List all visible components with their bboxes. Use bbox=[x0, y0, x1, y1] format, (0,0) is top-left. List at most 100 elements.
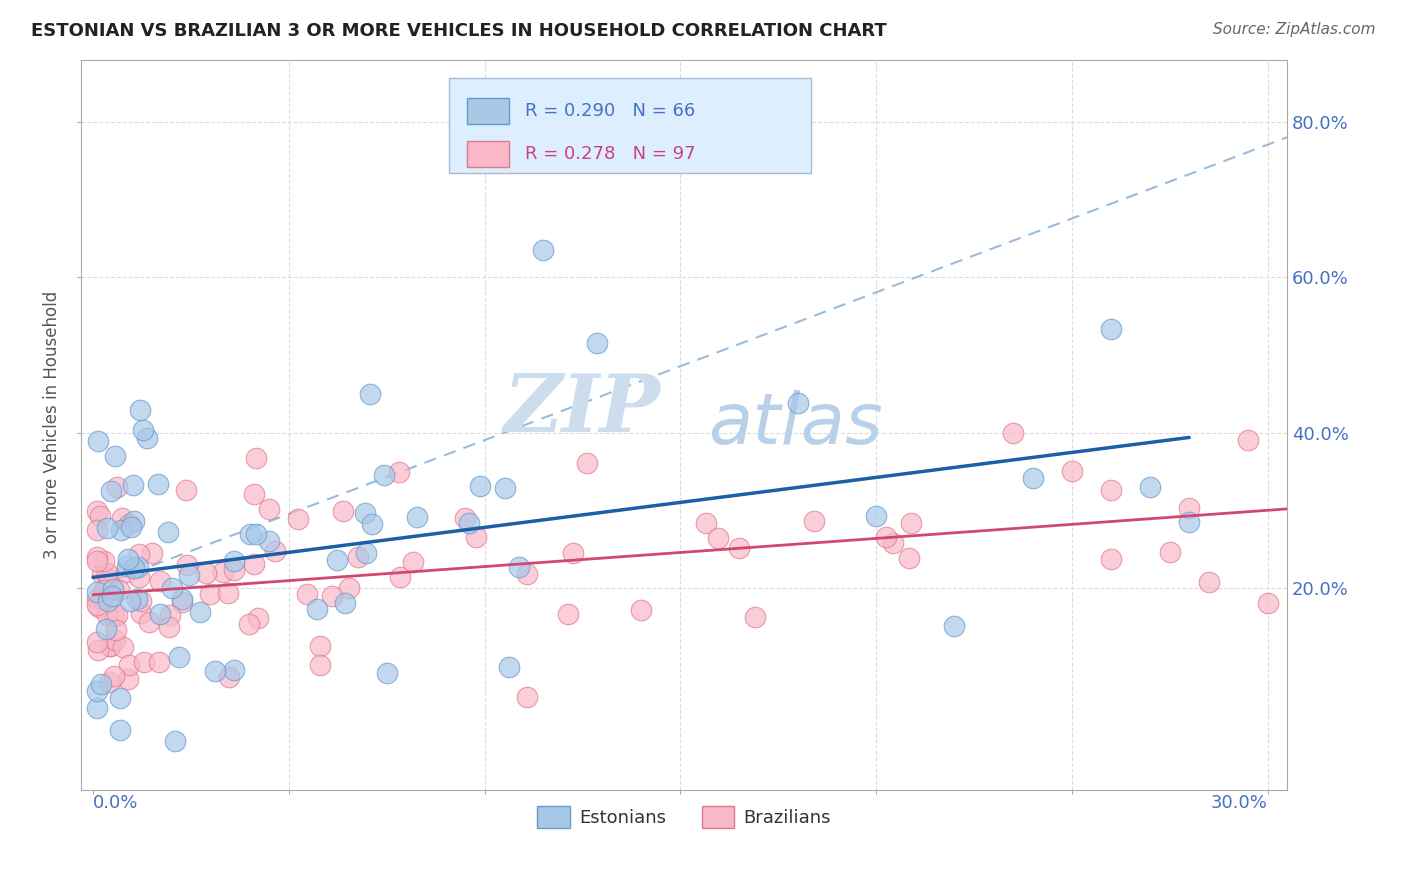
Point bbox=[494, 482, 516, 496]
Point bbox=[786, 396, 808, 410]
Point bbox=[744, 610, 766, 624]
Point bbox=[157, 619, 180, 633]
Point bbox=[224, 663, 246, 677]
Point bbox=[263, 543, 285, 558]
Point bbox=[131, 607, 153, 621]
Point bbox=[194, 566, 217, 581]
Point bbox=[125, 592, 148, 607]
Point bbox=[308, 640, 330, 654]
Point bbox=[360, 516, 382, 531]
Point bbox=[1099, 322, 1122, 336]
Point bbox=[586, 335, 609, 350]
Point bbox=[93, 554, 115, 568]
Point bbox=[128, 402, 150, 417]
Point bbox=[1002, 425, 1025, 440]
FancyBboxPatch shape bbox=[449, 78, 811, 173]
Point bbox=[516, 690, 538, 704]
Point bbox=[91, 567, 114, 582]
Point bbox=[148, 656, 170, 670]
Point bbox=[98, 675, 121, 690]
Point bbox=[108, 723, 131, 737]
Point bbox=[129, 594, 152, 608]
Point bbox=[86, 592, 108, 607]
Point bbox=[86, 701, 108, 715]
Point bbox=[149, 574, 172, 589]
Point bbox=[96, 566, 118, 580]
Point bbox=[359, 386, 381, 401]
Point bbox=[245, 526, 267, 541]
Point bbox=[170, 595, 193, 609]
Point bbox=[86, 550, 108, 565]
Text: 0.0%: 0.0% bbox=[93, 794, 138, 812]
Point bbox=[900, 516, 922, 530]
Point bbox=[516, 566, 538, 581]
Point bbox=[1099, 483, 1122, 497]
Point bbox=[110, 690, 132, 705]
Point bbox=[115, 565, 138, 579]
Point bbox=[96, 607, 118, 622]
Point bbox=[128, 548, 150, 562]
Point bbox=[454, 511, 477, 525]
Point bbox=[86, 635, 108, 649]
Point bbox=[86, 434, 108, 448]
Point bbox=[86, 599, 108, 613]
Point bbox=[132, 423, 155, 437]
Point bbox=[308, 658, 330, 673]
Point bbox=[98, 639, 121, 653]
Point bbox=[97, 594, 120, 608]
Point bbox=[141, 546, 163, 560]
Point bbox=[86, 504, 108, 518]
Point bbox=[561, 546, 583, 560]
Point bbox=[257, 502, 280, 516]
Point bbox=[118, 658, 141, 673]
Point bbox=[465, 530, 488, 544]
Point bbox=[107, 583, 129, 598]
Point bbox=[86, 523, 108, 537]
Point bbox=[1060, 464, 1083, 478]
Point bbox=[97, 572, 120, 586]
Point bbox=[98, 639, 121, 653]
Point bbox=[239, 527, 262, 541]
Point bbox=[170, 591, 193, 606]
Point bbox=[1139, 480, 1161, 494]
Point bbox=[218, 670, 240, 684]
Point bbox=[146, 476, 169, 491]
Point bbox=[135, 431, 157, 445]
Point bbox=[157, 525, 180, 540]
Point bbox=[238, 616, 260, 631]
Point bbox=[117, 552, 139, 566]
Point bbox=[1099, 552, 1122, 566]
Text: atlas: atlas bbox=[709, 391, 883, 459]
Point bbox=[122, 514, 145, 528]
Point bbox=[257, 534, 280, 549]
Point bbox=[86, 554, 108, 568]
Point bbox=[121, 477, 143, 491]
Point bbox=[200, 587, 222, 601]
Point bbox=[402, 555, 425, 569]
Point bbox=[498, 660, 520, 674]
Point bbox=[287, 512, 309, 526]
Text: ZIP: ZIP bbox=[503, 371, 659, 449]
Point bbox=[188, 605, 211, 619]
Point bbox=[865, 508, 887, 523]
Point bbox=[160, 581, 183, 595]
Point bbox=[335, 596, 357, 610]
Point bbox=[354, 546, 377, 560]
Point bbox=[204, 664, 226, 678]
Point bbox=[107, 480, 129, 494]
Point bbox=[217, 586, 239, 600]
Point bbox=[943, 619, 966, 633]
Point bbox=[118, 593, 141, 607]
Point bbox=[243, 487, 266, 501]
Point bbox=[222, 563, 245, 577]
Point bbox=[458, 516, 481, 531]
Point bbox=[326, 552, 349, 566]
Point bbox=[630, 603, 652, 617]
FancyBboxPatch shape bbox=[467, 98, 509, 124]
Point bbox=[177, 568, 200, 582]
Point bbox=[898, 550, 921, 565]
Point bbox=[105, 624, 128, 638]
Point bbox=[87, 599, 110, 614]
Y-axis label: 3 or more Vehicles in Household: 3 or more Vehicles in Household bbox=[44, 291, 60, 559]
Point bbox=[373, 468, 395, 483]
